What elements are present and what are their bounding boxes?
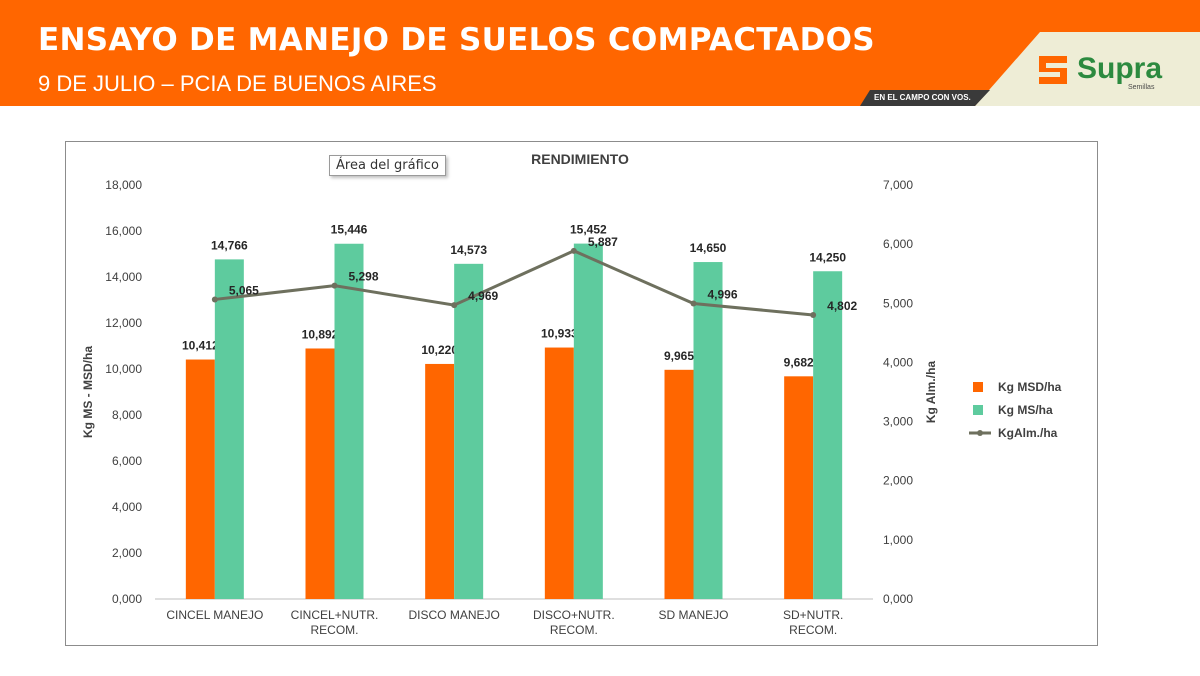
line-data-label: 4,996: [708, 288, 738, 302]
legend-swatch: [973, 405, 983, 415]
legend-label: Kg MSD/ha: [998, 380, 1062, 394]
header-banner: ENSAYO DE MANEJO DE SUELOS COMPACTADOS 9…: [0, 0, 1200, 106]
y-tick-label: 12,000: [105, 316, 142, 330]
header-background: [0, 0, 1200, 106]
chart-area[interactable]: [65, 141, 1098, 646]
bar-ms: [693, 262, 723, 599]
line-point: [570, 247, 577, 254]
bar-data-label: 14,650: [690, 241, 727, 255]
bar-ms: [813, 271, 843, 599]
line-data-label: 5,065: [229, 283, 259, 297]
line-data-label: 4,802: [827, 299, 857, 313]
bar-data-label: 10,220: [421, 343, 458, 357]
x-tick-label: RECOM.: [789, 623, 837, 637]
chart-area-tooltip: Área del gráfico: [329, 155, 446, 176]
legend-label: KgAlm./ha: [998, 426, 1058, 440]
x-tick-label: CINCEL MANEJO: [166, 608, 263, 622]
x-tick-label: CINCEL+NUTR.: [291, 608, 379, 622]
bar-msd: [185, 359, 215, 599]
bar-data-label: 9,682: [784, 355, 814, 369]
bar-ms: [454, 263, 484, 599]
bar-data-label: 10,933: [541, 327, 578, 341]
bar-msd: [425, 363, 455, 599]
bar-data-label: 10,412: [182, 339, 219, 353]
y-tick-label: 2,000: [112, 546, 142, 560]
line-data-label: 5,298: [349, 270, 379, 284]
line-data-label: 4,969: [468, 289, 498, 303]
y2-tick-label: 5,000: [883, 296, 913, 310]
x-tick-label: RECOM.: [550, 623, 598, 637]
bar-data-label: 15,452: [570, 223, 607, 237]
line-data-label: 5,887: [588, 235, 618, 249]
brand-tagline: EN EL CAMPO CON VOS.: [874, 93, 971, 102]
page-title: ENSAYO DE MANEJO DE SUELOS COMPACTADOS: [38, 22, 875, 58]
line-point: [451, 302, 458, 309]
line-point: [690, 300, 697, 307]
bar-ms: [214, 259, 244, 599]
x-tick-label: RECOM.: [311, 623, 359, 637]
line-point: [211, 296, 218, 303]
bar-msd: [305, 348, 335, 599]
y-tick-label: 0,000: [112, 592, 142, 606]
legend-marker: [977, 430, 983, 436]
y2-tick-label: 1,000: [883, 533, 913, 547]
bar-data-label: 15,446: [331, 223, 368, 237]
y-tick-label: 8,000: [112, 408, 142, 422]
bar-ms: [334, 243, 364, 599]
y-tick-label: 14,000: [105, 270, 142, 284]
bar-data-label: 14,573: [450, 243, 487, 257]
y2-tick-label: 4,000: [883, 355, 913, 369]
bar-data-label: 14,250: [809, 250, 846, 264]
supra-logo-icon: [1039, 56, 1067, 84]
y2-tick-label: 0,000: [883, 592, 913, 606]
x-tick-label: DISCO MANEJO: [408, 608, 499, 622]
legend-swatch: [973, 382, 983, 392]
page-subtitle: 9 DE JULIO – PCIA DE BUENOS AIRES: [38, 71, 437, 96]
bar-data-label: 10,892: [302, 327, 339, 341]
y2-axis-title: Kg Alm./ha: [924, 361, 938, 424]
header-cream-panel: [975, 32, 1200, 106]
bar-msd: [784, 376, 814, 599]
line-point: [810, 311, 817, 318]
line-series-alm: [214, 249, 814, 317]
brand-subname: Semillas: [1128, 84, 1155, 91]
line-point: [331, 282, 338, 289]
bar-data-label: 9,965: [664, 349, 694, 363]
y2-tick-label: 3,000: [883, 415, 913, 429]
brand-name: Supra: [1077, 52, 1163, 85]
y-tick-label: 6,000: [112, 454, 142, 468]
y-tick-label: 18,000: [105, 178, 142, 192]
x-tick-label: SD+NUTR.: [783, 608, 843, 622]
y-tick-label: 10,000: [105, 362, 142, 376]
bar-data-label: 14,766: [211, 238, 248, 252]
header-tagline-band: [860, 90, 990, 106]
x-tick-label: SD MANEJO: [658, 608, 728, 622]
chart-title: RENDIMIENTO: [531, 151, 629, 167]
y-tick-label: 4,000: [112, 500, 142, 514]
y2-tick-label: 2,000: [883, 474, 913, 488]
y2-tick-label: 6,000: [883, 237, 913, 251]
legend-label: Kg MS/ha: [998, 403, 1053, 417]
bar-ms: [573, 243, 603, 599]
bar-msd: [664, 369, 694, 599]
y-tick-label: 16,000: [105, 224, 142, 238]
x-tick-label: DISCO+NUTR.: [533, 608, 615, 622]
bar-msd: [544, 347, 574, 599]
y-axis-title: Kg MS - MSD/ha: [81, 346, 95, 438]
y2-tick-label: 7,000: [883, 178, 913, 192]
